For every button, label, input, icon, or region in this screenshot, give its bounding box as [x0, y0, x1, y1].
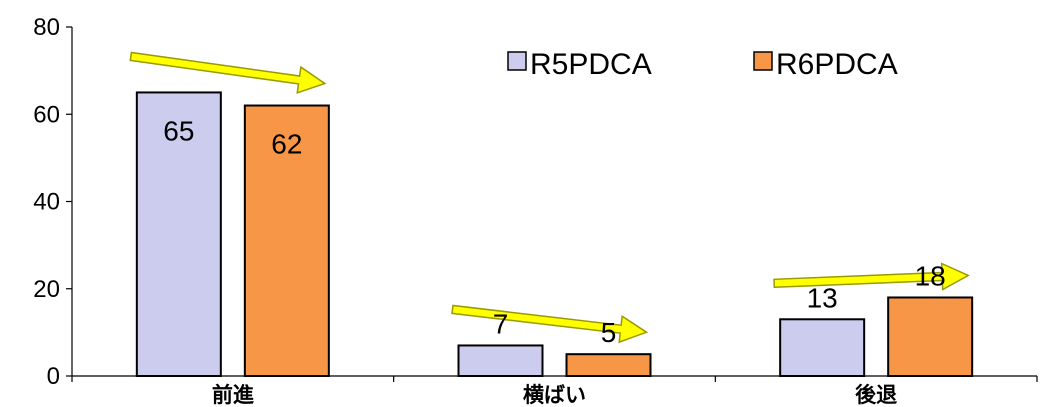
- data-label: 7: [493, 308, 509, 339]
- bar-R6PDCA-横ばい: [565, 353, 652, 377]
- legend-label: R6PDCA: [776, 48, 898, 81]
- bar-R5PDCA-後退: [779, 318, 866, 378]
- trend-arrow-icon: [129, 51, 327, 94]
- data-label: 62: [271, 129, 302, 160]
- y-tick-label: 40: [33, 189, 60, 216]
- legend: R5PDCA R6PDCA: [507, 48, 898, 81]
- bar-R5PDCA-横ばい: [457, 344, 544, 377]
- axes: 0 20 40 60 80 前進 横ばい 後退: [33, 14, 1038, 407]
- bars: [135, 91, 974, 378]
- y-tick-label: 0: [47, 363, 60, 390]
- x-category-label: 横ばい: [523, 383, 586, 407]
- data-label: 13: [807, 282, 838, 313]
- data-label: 5: [601, 317, 617, 348]
- legend-swatch-R6PDCA: [753, 51, 773, 71]
- bar-R5PDCA-前進: [135, 91, 222, 377]
- bar-R6PDCA-後退: [887, 296, 974, 378]
- data-labels: 65 62 7 5 13 18: [163, 115, 945, 348]
- x-category-label: 後退: [855, 383, 897, 407]
- data-label: 65: [163, 115, 194, 146]
- trend-arrows: [129, 51, 970, 344]
- y-tick-label: 60: [33, 101, 60, 128]
- legend-label: R5PDCA: [530, 48, 652, 81]
- trend-arrow-icon: [773, 262, 970, 291]
- y-tick-label: 20: [33, 276, 60, 303]
- bar-R6PDCA-前進: [243, 104, 330, 378]
- x-category-label: 前進: [212, 383, 254, 407]
- trend-arrow-icon: [451, 304, 649, 344]
- data-label: 18: [915, 260, 946, 291]
- y-tick-label: 80: [33, 14, 60, 41]
- legend-swatch-R5PDCA: [507, 51, 527, 71]
